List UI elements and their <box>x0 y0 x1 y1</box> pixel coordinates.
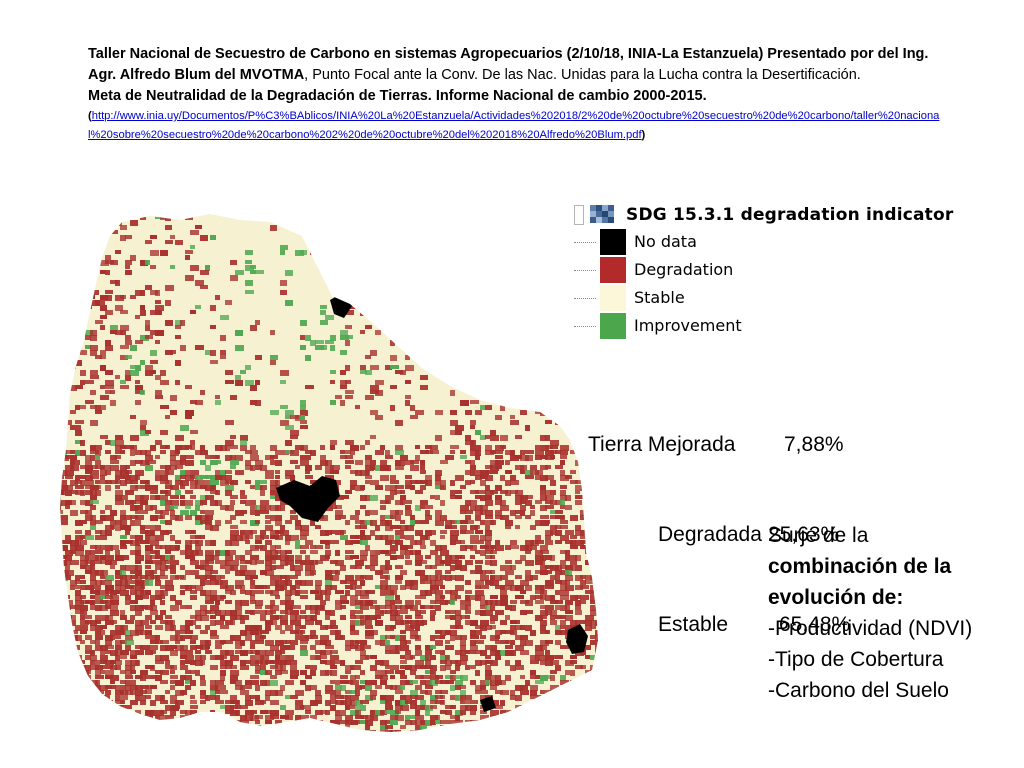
header-title-bold: Taller Nacional de Secuestro de Carbono … <box>88 46 929 83</box>
legend-item-no-data: No data <box>574 228 697 255</box>
link-close-paren: ) <box>641 129 646 141</box>
stat-value-stable: 65,48% <box>779 613 851 636</box>
legend-label-no-data: No data <box>634 232 697 251</box>
tree-connector <box>574 325 596 327</box>
legend-item-degradation: Degradation <box>574 256 733 283</box>
legend-label-degradation: Degradation <box>634 260 734 279</box>
legend-label-stable: Stable <box>634 288 685 307</box>
stat-row-stable: Estable 65,48% <box>588 610 850 640</box>
stat-label-degraded: Degradada <box>658 523 762 546</box>
tree-connector <box>574 297 596 299</box>
no-data-area <box>480 696 496 712</box>
degradation-map <box>40 200 600 760</box>
note-line-3: evolución de: <box>768 586 904 609</box>
legend-item-improvement: Improvement <box>574 312 742 339</box>
note-item-ndvi: -Productividad (NDVI) <box>768 617 973 640</box>
stat-row-degraded: Degradada 25,63% <box>588 520 839 550</box>
legend-title: SDG 15.3.1 degradation indicator <box>626 205 954 225</box>
header-subtitle-bold: Meta de Neutralidad de la Degradación de… <box>88 88 707 104</box>
legend-item-stable: Stable <box>574 284 685 311</box>
header-paragraph-2: Meta de Neutralidad de la Degradación de… <box>88 86 948 107</box>
no-data-area <box>566 624 588 654</box>
slide-header: Taller Nacional de Secuestro de Carbono … <box>88 44 948 145</box>
map-legend: SDG 15.3.1 degradation indicator No data… <box>570 200 970 345</box>
no-data-area <box>276 476 340 522</box>
tree-connector <box>574 241 596 243</box>
note-line-1: Surje de la <box>768 524 869 547</box>
tree-connector <box>574 269 596 271</box>
raster-layer-icon <box>590 205 620 225</box>
header-title-rest: , Punto Focal ante la Conv. De las Nac. … <box>304 67 861 83</box>
header-paragraph-1: Taller Nacional de Secuestro de Carbono … <box>88 44 948 86</box>
note-line-2: combinación de la <box>768 555 952 578</box>
legend-label-improvement: Improvement <box>634 316 742 335</box>
header-link-line: (http://www.inia.uy/Documentos/P%C3%BAbl… <box>88 107 948 145</box>
stat-label-improved: Tierra Mejorada <box>588 433 736 456</box>
legend-swatch-stable <box>600 284 626 311</box>
note-item-cover: -Tipo de Cobertura <box>768 648 944 671</box>
legend-swatch-no-data <box>600 228 626 255</box>
stat-value-degraded: 25,63% <box>768 523 840 546</box>
legend-title-row: SDG 15.3.1 degradation indicator <box>574 204 953 226</box>
stat-row-improved: Tierra Mejorada 7,88% <box>588 430 844 460</box>
land-stats: Tierra Mejorada 7,88% Degradada 25,63% E… <box>588 370 850 670</box>
stat-value-improved: 7,88% <box>784 433 844 456</box>
note-item-soil-carbon: -Carbono del Suelo <box>768 679 949 702</box>
uruguay-map-svg <box>60 214 598 732</box>
legend-swatch-improvement <box>600 312 626 339</box>
legend-swatch-degradation <box>600 256 626 283</box>
layer-visibility-checkbox[interactable] <box>574 205 584 225</box>
link-open-paren: ( <box>88 110 92 122</box>
methodology-note: Surje de la combinación de la evolución … <box>768 520 972 706</box>
stat-label-stable: Estable <box>658 613 729 636</box>
source-link[interactable]: http://www.inia.uy/Documentos/P%C3%BAbli… <box>88 110 940 141</box>
